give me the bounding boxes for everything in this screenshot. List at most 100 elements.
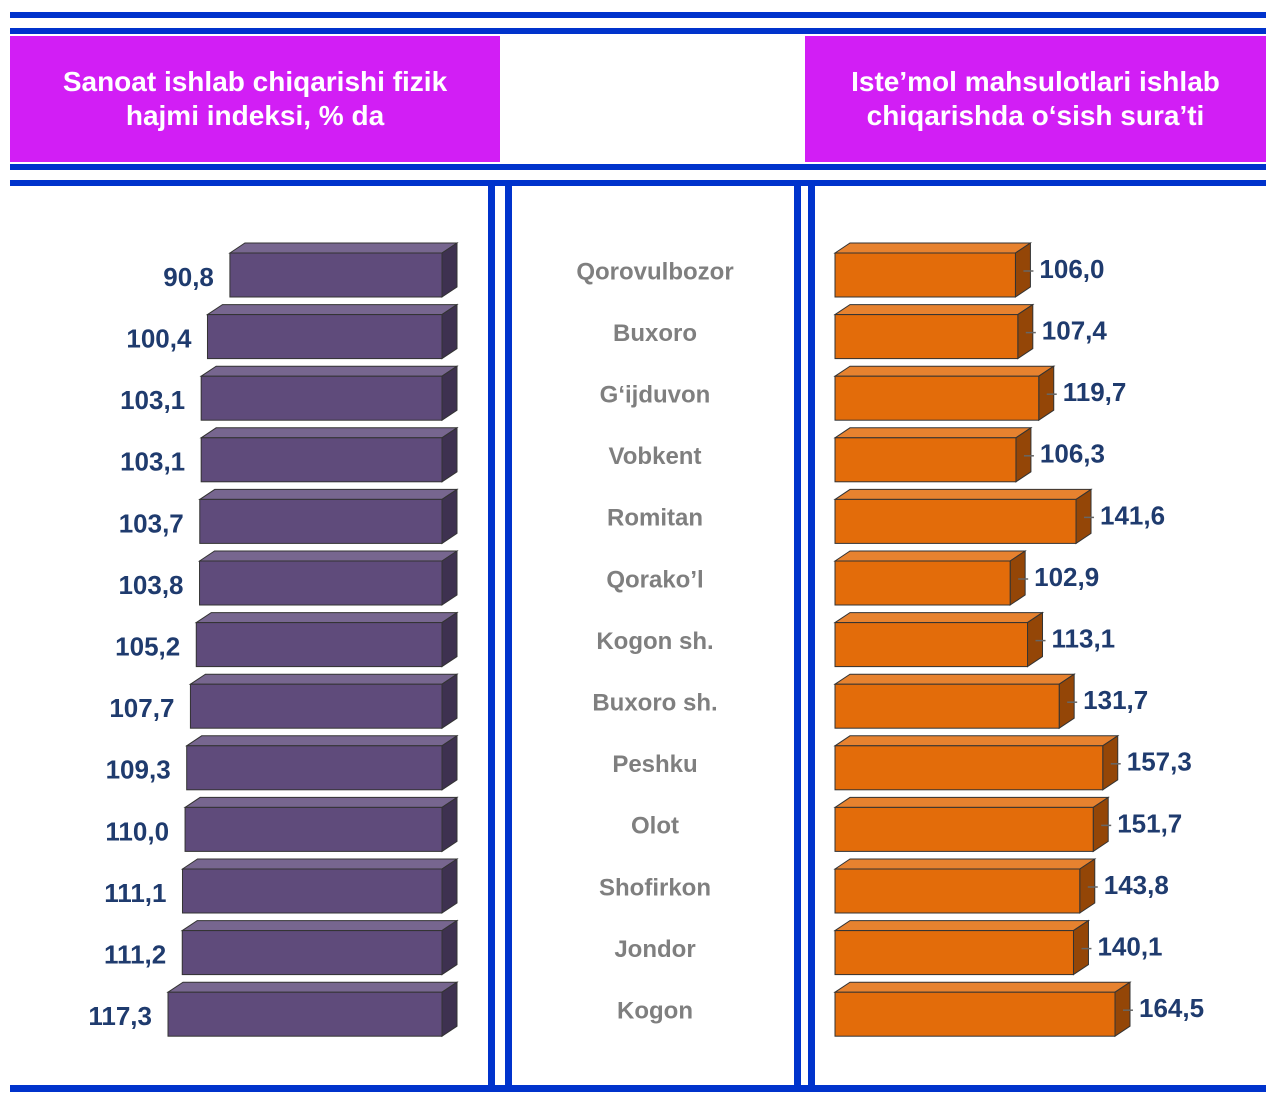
category-label: Peshku <box>612 751 697 778</box>
bar-top <box>833 858 1097 870</box>
panel-border <box>488 186 495 1086</box>
bar <box>834 806 1094 852</box>
bar-side <box>1009 550 1026 606</box>
value-label: 131,7 <box>1083 685 1148 715</box>
value-label: 110,0 <box>105 816 169 846</box>
bar-side <box>441 242 458 298</box>
bar-side <box>441 488 458 545</box>
bar-side <box>441 550 458 606</box>
rule <box>10 28 1266 34</box>
bar-top <box>833 673 1076 685</box>
bar-top <box>833 550 1027 562</box>
bar <box>834 745 1104 791</box>
bar <box>834 991 1116 1037</box>
bar <box>189 683 443 729</box>
bar <box>834 375 1040 421</box>
value-label: 106,0 <box>1039 254 1104 284</box>
bar-top <box>833 796 1110 808</box>
value-label: 117,3 <box>88 1001 152 1031</box>
value-label: 103,7 <box>119 508 184 538</box>
bar-side <box>441 303 458 360</box>
value-label: 107,7 <box>109 693 174 723</box>
bar-side <box>1079 858 1096 914</box>
value-label: 102,9 <box>1034 562 1099 592</box>
bar <box>834 437 1017 483</box>
value-label: 111,1 <box>104 878 166 908</box>
bar <box>184 806 443 852</box>
value-label: 105,2 <box>115 631 180 661</box>
bar-top <box>166 981 459 993</box>
bar-top <box>183 796 459 808</box>
bar-side <box>441 919 458 976</box>
bar-top <box>833 427 1033 439</box>
bar-top <box>188 673 459 685</box>
category-label: Kogon sh. <box>596 628 713 655</box>
bar-side <box>1102 734 1119 791</box>
bar-top <box>833 920 1091 932</box>
value-label: 151,7 <box>1117 808 1182 838</box>
category-label: Qorako’l <box>606 566 703 593</box>
category-label: G‘ijduvon <box>600 382 711 409</box>
bar-top <box>198 488 459 500</box>
value-label: 143,8 <box>1104 870 1169 900</box>
header-right: Iste’mol mahsulotlari ishlab chiqarishda… <box>805 36 1266 162</box>
value-label: 141,6 <box>1100 500 1165 530</box>
bar <box>195 622 443 668</box>
bar-side <box>441 858 458 914</box>
value-label: 103,1 <box>120 385 185 415</box>
bar <box>206 314 443 360</box>
value-label: 111,2 <box>104 939 166 969</box>
value-label: 157,3 <box>1127 747 1192 777</box>
rule <box>10 1085 1266 1092</box>
bar <box>834 683 1060 729</box>
bar-side <box>1038 365 1055 422</box>
value-label: 164,5 <box>1139 993 1204 1023</box>
bar <box>200 375 443 421</box>
value-label: 103,8 <box>118 570 183 600</box>
category-label: Qorovulbozor <box>576 258 733 285</box>
bar-top <box>180 858 459 870</box>
panel-border <box>808 186 815 1086</box>
bar <box>181 868 443 914</box>
bar-side <box>1075 488 1092 545</box>
bar-top <box>199 427 459 439</box>
bar-side <box>1027 611 1044 668</box>
header-left: Sanoat ishlab chiqarishi fizik hajmi ind… <box>10 36 500 162</box>
bar-side <box>1058 673 1075 730</box>
value-label: 100,4 <box>126 323 192 353</box>
panel-border <box>505 186 512 1086</box>
bar <box>199 560 443 606</box>
value-label: 90,8 <box>163 262 214 292</box>
rule <box>10 12 1266 18</box>
rule <box>10 164 1266 170</box>
bar <box>834 252 1016 298</box>
bar <box>186 745 443 791</box>
bar <box>834 622 1029 668</box>
value-label: 140,1 <box>1097 931 1162 961</box>
category-label: Kogon <box>617 998 693 1025</box>
bar-top <box>205 304 459 316</box>
bar-top <box>833 242 1033 254</box>
series-name: Iste’mol mahsulotlari ishlab chiqarishda… <box>851 66 1220 131</box>
bar <box>200 437 443 483</box>
bar-top <box>194 612 459 624</box>
category-label: Shofirkon <box>599 874 711 901</box>
bar-top <box>197 550 459 562</box>
bar-side <box>1092 796 1109 853</box>
bar-side <box>1072 919 1089 976</box>
bar-top <box>833 981 1132 993</box>
value-label: 106,3 <box>1040 439 1105 469</box>
category-label: Buxoro <box>613 320 697 347</box>
value-label: 113,1 <box>1052 623 1116 653</box>
bar-side <box>441 365 458 422</box>
value-label: 107,4 <box>1042 315 1108 345</box>
bar <box>167 991 443 1037</box>
bar <box>834 560 1011 606</box>
bar-side <box>1014 242 1031 298</box>
bar-side <box>441 796 458 853</box>
bar-side <box>1114 981 1131 1038</box>
bar-side <box>441 734 458 791</box>
bar <box>199 498 443 544</box>
